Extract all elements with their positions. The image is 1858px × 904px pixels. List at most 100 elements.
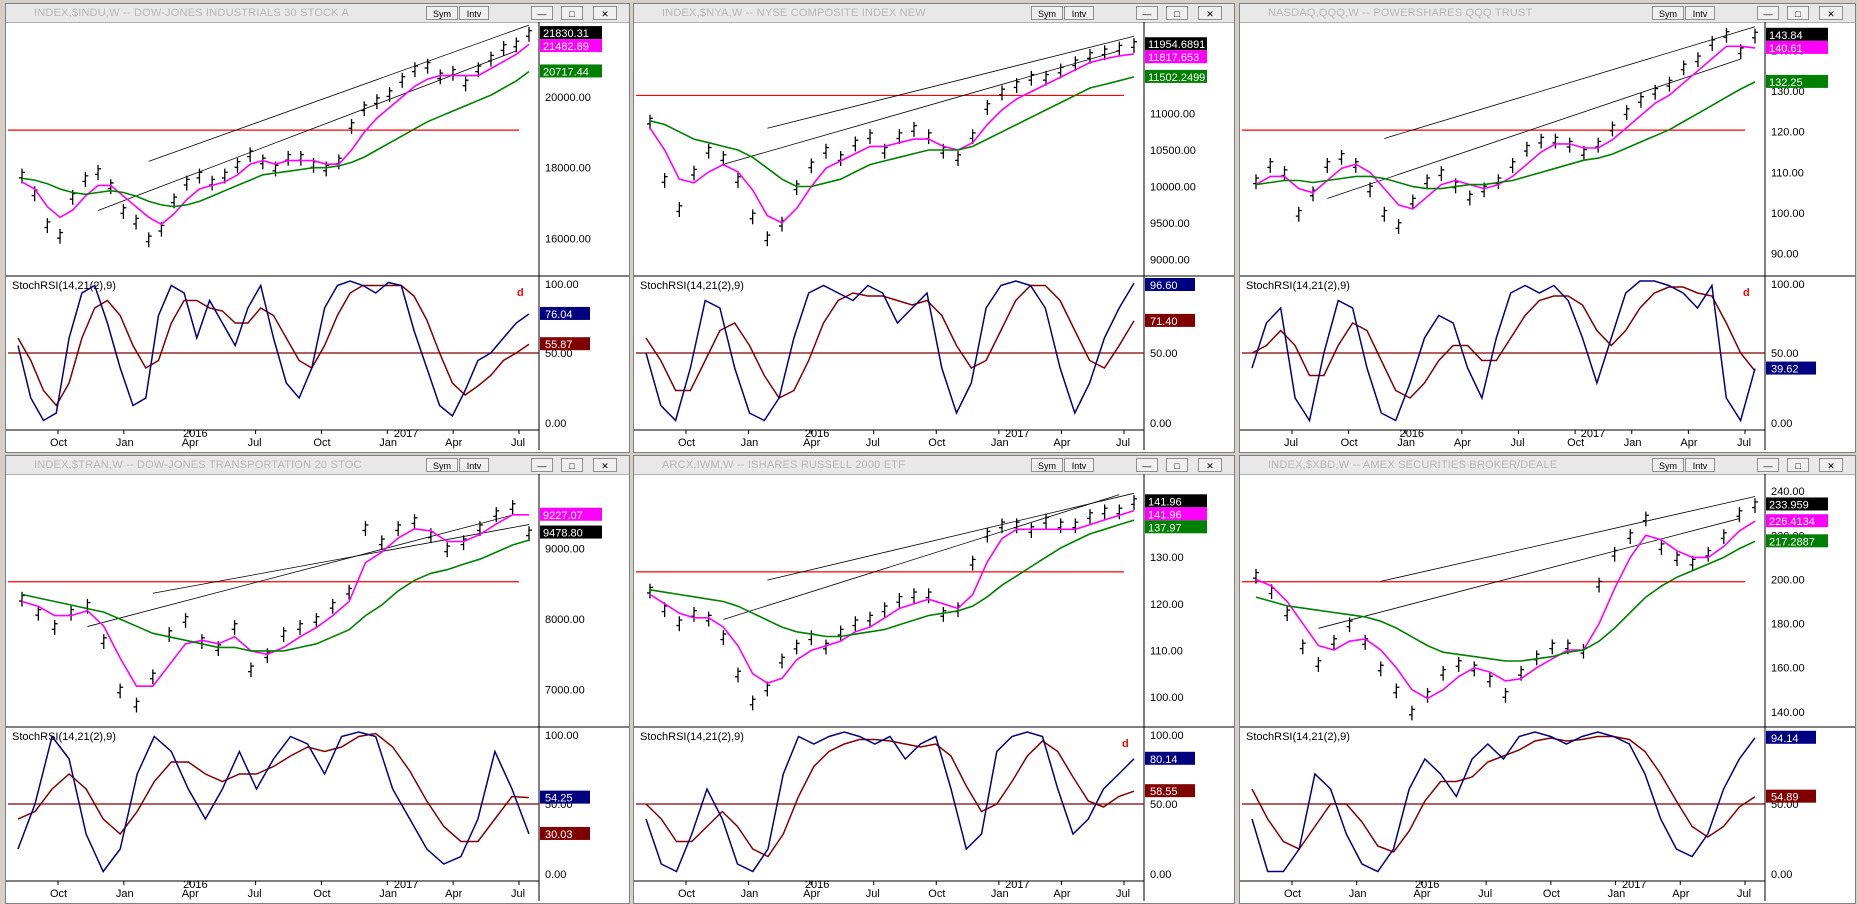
window-title: ARCX,IWM,W -- ISHARES RUSSELL 2000 ETF [662,459,906,471]
sym-button[interactable]: Sym [426,6,458,20]
y-tick-label: 120.00 [1771,127,1805,139]
time-tick-label: Jan [116,437,134,449]
minimize-button[interactable]: — [1136,458,1158,472]
year-label: 2017 [1005,428,1029,440]
stoch-badge [1766,361,1816,375]
maximize-button[interactable]: □ [1787,6,1809,20]
time-tick-label: Jul [511,437,525,449]
fast-ma-line [21,514,529,687]
time-tick-label: Jul [1116,888,1130,900]
signal-mark: d [1122,738,1129,750]
stoch-tick-label: 0.00 [1771,418,1792,430]
minimize-button[interactable]: — [1136,6,1158,20]
intv-button[interactable]: Intv [459,6,489,20]
price-badge [1766,514,1828,528]
time-tick-label: Jul [1284,437,1298,449]
stoch-k-line [17,280,530,422]
price-pane: 9000.00 8000.00 7000.00 9478.80 9227.07 [6,474,629,901]
minimize-button[interactable]: — [531,6,553,20]
title-bar: NASDAQ,QQQ,W -- POWERSHARES QQQ TRUST Sym… [1240,4,1855,23]
sym-button[interactable]: Sym [1031,6,1063,20]
chart-window-nya[interactable]: INDEX,$NYA,W -- NYSE COMPOSITE INDEX NEW… [633,3,1235,453]
fast-ma-line [1255,45,1756,210]
intv-button[interactable]: Intv [1685,458,1715,472]
maximize-button[interactable]: □ [1787,458,1809,472]
chart-window-qqq[interactable]: NASDAQ,QQQ,W -- POWERSHARES QQQ TRUST Sym… [1239,3,1856,453]
chart-window-indu[interactable]: INDEX,$INDU,W -- DOW-JONES INDUSTRIALS 3… [5,3,630,453]
maximize-button[interactable]: □ [1166,458,1188,472]
minimize-button[interactable]: — [1757,458,1779,472]
time-axis: Oct Jan Apr Jul Oct Jan Apr Jul 2016 2017 [678,428,1130,449]
close-button[interactable]: ✕ [1198,458,1222,472]
price-badge-value: 9227.07 [543,510,583,522]
close-button[interactable]: ✕ [593,458,617,472]
intv-button[interactable]: Intv [459,458,489,472]
price-pane: 20000.00 18000.00 16000.00 21830.3121482.89… [6,22,629,450]
stoch-tick-label: 50.00 [545,348,573,360]
time-tick-label: Apr [182,437,199,449]
sym-button[interactable]: Sym [1652,458,1684,472]
stoch-badge-value: 94.14 [1771,733,1799,745]
price-badge [1766,74,1828,88]
time-tick-label: Jan [1608,888,1626,900]
chart-area[interactable]: 140.00130.00120.00110.00100.0090.00143.8… [1240,22,1855,452]
chart-area[interactable]: 20000.00 18000.00 16000.00 21830.3121482.89… [6,22,629,452]
chart-area[interactable]: 11000.00 10500.00 10000.00 9500.00 9000.00 11… [634,22,1234,452]
time-tick-label: Oct [50,437,67,449]
close-button[interactable]: ✕ [1198,6,1222,20]
maximize-button[interactable]: □ [561,6,583,20]
maximize-button[interactable]: □ [1166,6,1188,20]
chart-area[interactable]: 240.00220.00200.00180.00160.00140.00233.… [1240,474,1855,903]
stoch-pane: StochRSI(14,21(2),9) 100.00 50.00 0.00 76.04… [8,279,590,430]
chart-window-xbd[interactable]: INDEX,$XBD,W -- AMEX SECURITIES BROKER/D… [1239,455,1856,904]
stoch-badge [1766,730,1816,744]
chart-window-tran[interactable]: INDEX,$TRAN,W -- DOW-JONES TRANSPORTATIO… [5,455,630,904]
chart-area[interactable]: 130.00120.00110.00100.00141.96141.96137.… [634,474,1234,903]
y-tick-label: 9500.00 [1150,218,1190,230]
time-tick-label: Oct [928,888,945,900]
price-badge-value: 20717.44 [543,66,589,78]
chart-window-iwm[interactable]: ARCX,IWM,W -- ISHARES RUSSELL 2000 ETF Sy… [633,455,1235,904]
price-badge [1766,534,1828,548]
y-tick-label: 11000.00 [1150,109,1195,121]
stoch-label: StochRSI(14,21(2),9) [12,280,116,292]
y-tick-label: 110.00 [1150,645,1183,657]
slow-ma-line [21,539,530,652]
y-tick-label: 140.00 [1771,707,1805,719]
intv-button[interactable]: Intv [1685,6,1715,20]
y-tick-label: 100.00 [1150,692,1184,704]
fast-ma-line [21,43,530,226]
window-title: NASDAQ,QQQ,W -- POWERSHARES QQQ TRUST [1268,7,1533,19]
price-badge [1145,494,1207,508]
time-tick-label: Jul [1511,437,1525,449]
close-button[interactable]: ✕ [593,6,617,20]
price-badge-value: 132.25 [1769,77,1803,89]
intv-button[interactable]: Intv [1064,6,1094,20]
time-tick-label: Oct [313,437,330,449]
stoch-tick-label: 0.00 [1150,869,1171,881]
time-tick-label: Oct [313,888,330,900]
window-title: INDEX,$INDU,W -- DOW-JONES INDUSTRIALS 3… [34,7,349,19]
close-button[interactable]: ✕ [1819,458,1843,472]
price-badge-value: 233.959 [1769,499,1809,511]
minimize-button[interactable]: — [531,458,553,472]
price-badge-value: 21830.31 [543,28,589,40]
time-tick-label: Jan [1349,888,1367,900]
year-label: 2016 [183,428,207,440]
trend-line [1318,518,1740,629]
y-tick-label: 200.00 [1771,574,1805,586]
trend-line [1380,496,1756,582]
close-button[interactable]: ✕ [1819,6,1843,20]
intv-button[interactable]: Intv [1064,458,1094,472]
maximize-button[interactable]: □ [561,458,583,472]
y-tick-label: 100.00 [1771,208,1805,220]
minimize-button[interactable]: — [1757,6,1779,20]
sym-button[interactable]: Sym [1652,6,1684,20]
y-tick-label: 20000.00 [545,92,591,104]
sym-button[interactable]: Sym [426,458,458,472]
slow-ma-line [649,519,1135,638]
chart-area[interactable]: 9000.00 8000.00 7000.00 9478.80 9227.07 Stoch… [6,474,629,903]
stoch-badge-value: 76.04 [545,309,573,321]
sym-button[interactable]: Sym [1031,458,1063,472]
slow-ma-line [1255,81,1756,190]
